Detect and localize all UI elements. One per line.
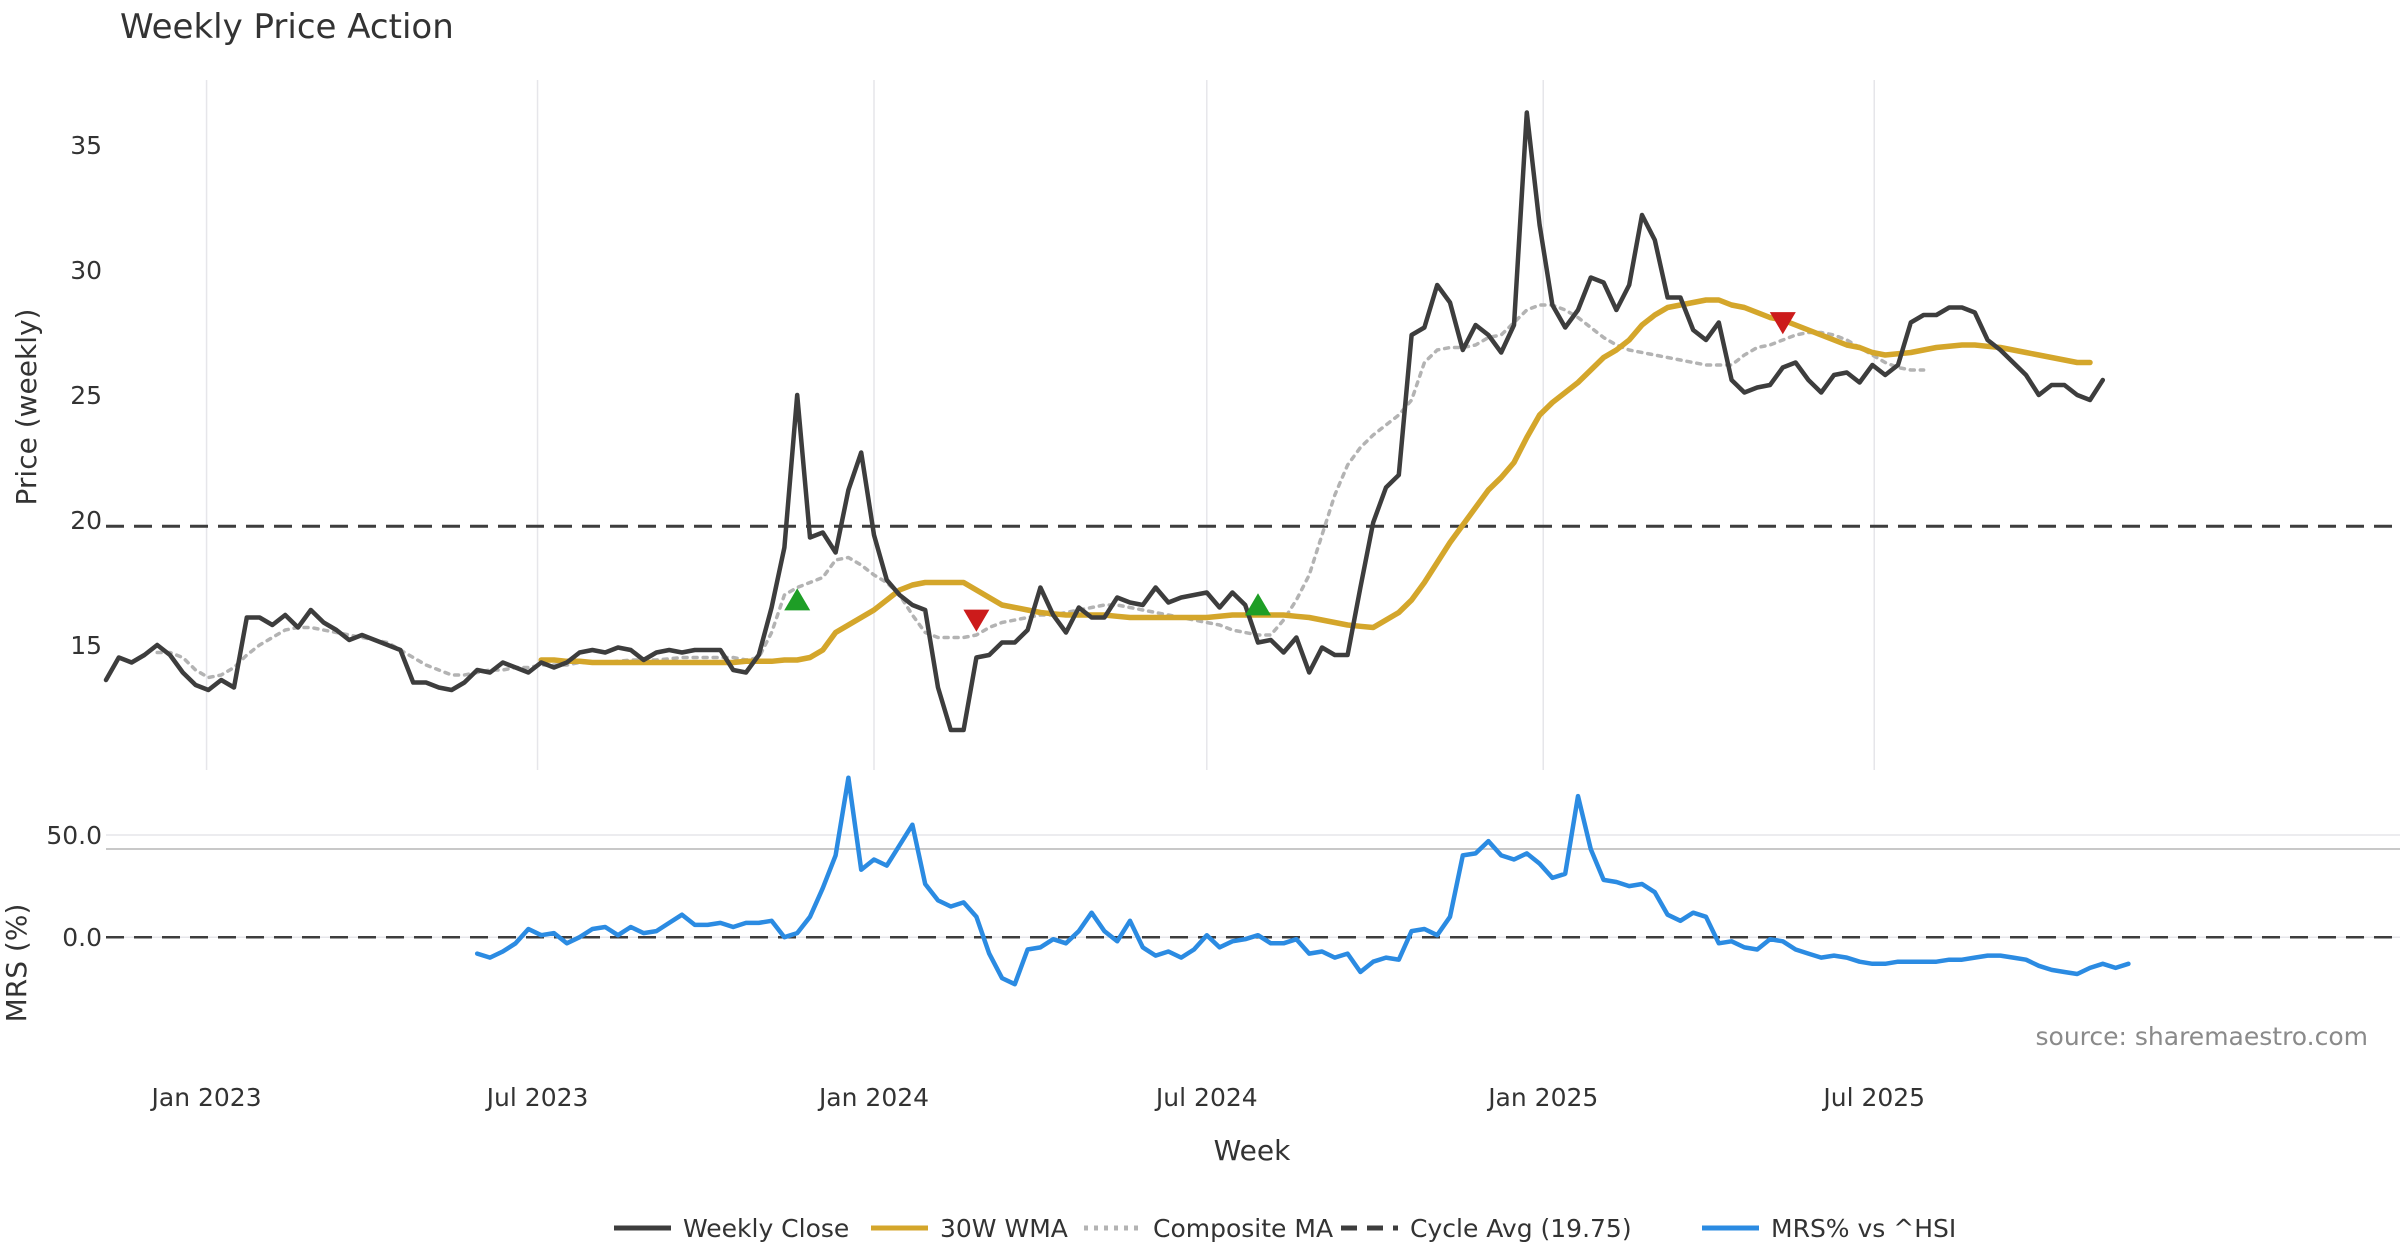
chart-title: Weekly Price Action	[120, 7, 454, 47]
30w-wma-line	[538, 297, 2093, 666]
buy-signal-marker	[1245, 593, 1271, 616]
x-tick-label: Jan 2025	[1486, 1083, 1598, 1112]
mrs-panel-grid	[106, 834, 2400, 938]
legend-label: MRS% vs ^HSI	[1771, 1214, 1956, 1243]
legend-item-weekly-close: Weekly Close	[614, 1214, 849, 1243]
price-series	[103, 110, 2106, 733]
mrs-series	[474, 775, 2131, 987]
legend: Weekly Close 30W WMA Composite MA Cycle Avg…	[614, 1214, 1956, 1243]
price-y-tick-label: 30	[70, 256, 102, 285]
x-tick-label: Jan 2023	[150, 1083, 262, 1112]
legend-label: Weekly Close	[683, 1214, 849, 1243]
x-tick-label: Jan 2024	[817, 1083, 929, 1112]
mrs-vs-hsi-line	[474, 775, 2131, 987]
legend-item-30w-wma: 30W WMA	[871, 1214, 1068, 1243]
legend-label: 30W WMA	[940, 1214, 1068, 1243]
signal-markers	[784, 312, 1796, 632]
price-y-tick-label: 35	[70, 131, 102, 160]
legend-item-composite-ma: Composite MA	[1084, 1214, 1333, 1243]
composite-ma-line	[155, 303, 1926, 680]
legend-item-mrs-vs-hsi: MRS% vs ^HSI	[1702, 1214, 1956, 1243]
price-y-tick-label: 15	[70, 631, 102, 660]
x-tick-label: Jul 2023	[485, 1083, 589, 1112]
buy-signal-marker	[784, 588, 811, 611]
sell-signal-marker	[963, 609, 990, 632]
price-y-tick-label: 25	[70, 381, 102, 410]
mrs-y-tick-label: 50.0	[46, 821, 102, 850]
mrs-y-tick-label: 0.0	[62, 923, 102, 952]
price-y-tick-label: 20	[70, 506, 102, 535]
x-tick-label: Jul 2025	[1821, 1083, 1925, 1112]
mrs-y-ticks: 0.0 50.0	[46, 821, 102, 952]
price-y-axis-label: Price (weekly)	[10, 309, 43, 506]
x-ticks: Jan 2023 Jul 2023 Jan 2024 Jul 2024 Jan 2025…	[150, 1083, 1926, 1112]
legend-label: Cycle Avg (19.75)	[1410, 1214, 1632, 1243]
price-y-ticks: 15 20 25 30 35	[70, 131, 102, 660]
x-tick-label: Jul 2024	[1154, 1083, 1258, 1112]
legend-label: Composite MA	[1153, 1214, 1333, 1243]
x-axis-label: Week	[1214, 1134, 1291, 1167]
mrs-y-axis-label: MRS (%)	[0, 904, 33, 1023]
source-watermark: source: sharemaestro.com	[2036, 1022, 2369, 1051]
legend-item-cycle-avg-19-75: Cycle Avg (19.75)	[1341, 1214, 1632, 1243]
sell-signal-marker	[1769, 312, 1796, 335]
weekly-close-line	[103, 110, 2106, 733]
price-panel-grid	[205, 80, 1875, 770]
